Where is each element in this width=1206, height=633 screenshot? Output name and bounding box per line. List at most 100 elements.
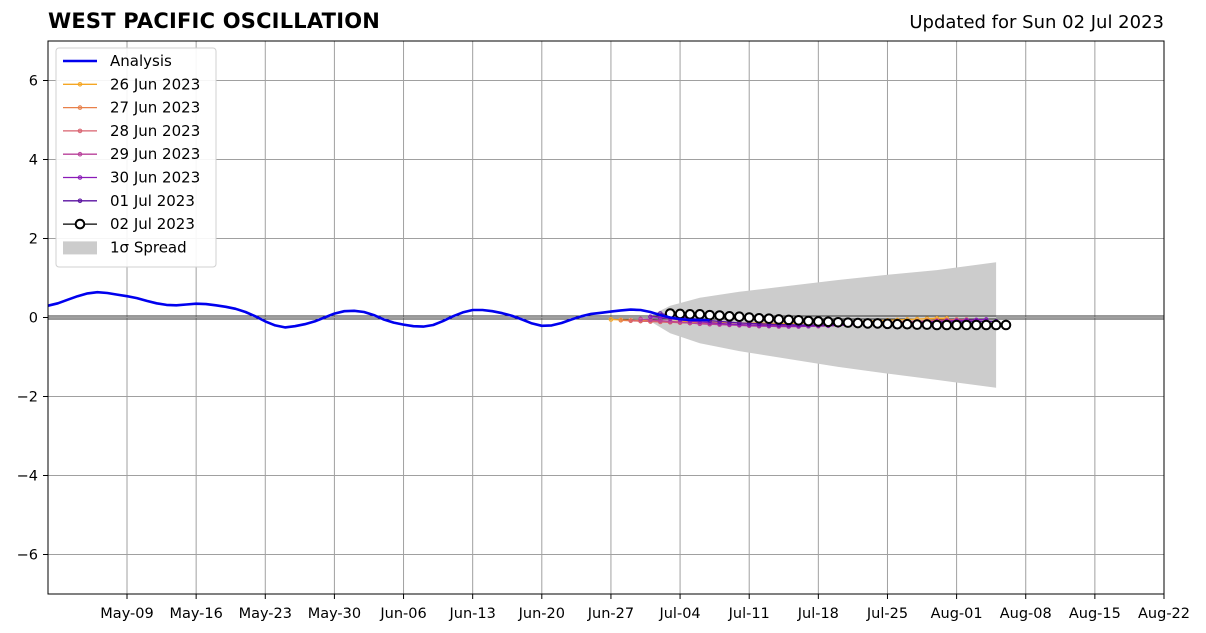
y-tick-label: 0 — [29, 311, 38, 327]
y-tick-label: −6 — [17, 548, 38, 564]
forecast-point — [743, 312, 755, 323]
forecast-point — [832, 316, 844, 328]
legend-entry: 01 Jul 2023 — [63, 192, 195, 210]
forecast-point — [911, 319, 923, 330]
legend-entry: 1σ Spread — [63, 238, 187, 256]
forecast-point — [803, 315, 814, 327]
analysis-layer — [47, 290, 710, 329]
x-tick-label: Aug-08 — [1000, 606, 1052, 622]
legend-swatch — [63, 241, 97, 255]
legend-label: 28 Jun 2023 — [110, 122, 200, 140]
forecast-point — [783, 314, 795, 326]
x-tick-label: Jul-11 — [728, 606, 770, 622]
x-tick-label: Jul-04 — [658, 606, 700, 622]
legend-marker — [77, 175, 83, 180]
forecast-point — [941, 319, 953, 331]
y-tick-label: 2 — [29, 232, 38, 248]
forecast-point — [704, 309, 715, 321]
x-tick-label: Aug-15 — [1069, 606, 1121, 622]
forecast-point — [872, 318, 883, 329]
y-tick-label: 4 — [29, 153, 38, 169]
legend-label: Analysis — [110, 52, 172, 70]
legend-marker — [77, 105, 83, 110]
forecast-layer — [608, 308, 1012, 331]
y-axis-ticks: −6 −4 −2 0 2 4 6 — [17, 74, 48, 564]
forecast-point — [734, 311, 745, 323]
forecast-point — [813, 316, 824, 327]
forecast-point — [931, 319, 943, 331]
legend-marker — [77, 198, 83, 204]
forecast-point — [724, 311, 735, 322]
forecast-series — [664, 308, 1012, 331]
forecast-point — [618, 317, 624, 323]
legend-entry: Analysis — [63, 52, 172, 70]
forecast-point — [1000, 319, 1012, 331]
legend-label: 30 Jun 2023 — [110, 169, 200, 187]
legend-entry: 27 Jun 2023 — [63, 99, 200, 117]
x-tick-label: May-30 — [308, 606, 361, 622]
forecast-point — [694, 309, 706, 320]
forecast-point — [608, 317, 614, 322]
forecast-point — [892, 318, 903, 330]
forecast-point — [648, 314, 653, 320]
forecast-point — [882, 318, 893, 330]
legend-marker — [77, 151, 83, 157]
x-tick-label: Jun-27 — [587, 606, 634, 622]
forecast-point — [971, 319, 982, 331]
forecast-point — [773, 314, 785, 325]
legend-entry: 26 Jun 2023 — [63, 75, 200, 93]
legend-items: Analysis 26 Jun 2023 27 Jun 2023 28 Jun 202… — [63, 52, 200, 256]
forecast-point — [951, 319, 962, 331]
legend-label: 29 Jun 2023 — [110, 145, 200, 163]
chart-subtitle: Updated for Sun 02 Jul 2023 — [909, 12, 1164, 33]
legend-label: 26 Jun 2023 — [110, 75, 200, 93]
forecast-point — [980, 319, 992, 331]
x-tick-label: Jul-25 — [866, 606, 908, 622]
forecast-point — [852, 317, 864, 329]
legend-marker — [77, 82, 83, 87]
legend-entry: 02 Jul 2023 — [63, 215, 195, 233]
forecast-point — [793, 314, 804, 326]
legend-marker — [77, 128, 83, 134]
legend-label: 02 Jul 2023 — [110, 215, 195, 233]
forecast-point — [901, 318, 913, 330]
x-tick-label: May-16 — [169, 606, 222, 622]
forecast-point — [921, 319, 933, 330]
forecast-point — [763, 313, 775, 324]
x-tick-label: Jun-06 — [379, 606, 426, 622]
y-tick-label: −2 — [17, 390, 38, 406]
forecast-point — [753, 312, 765, 324]
y-tick-label: 6 — [29, 74, 38, 90]
x-tick-label: Jun-13 — [449, 606, 496, 622]
forecast-point — [862, 318, 874, 329]
legend-entry: 29 Jun 2023 — [63, 145, 200, 163]
legend-label: 01 Jul 2023 — [110, 192, 195, 210]
x-tick-label: Aug-01 — [931, 606, 983, 622]
legend-label: 27 Jun 2023 — [110, 99, 200, 117]
forecast-point — [842, 317, 854, 328]
y-tick-label: −4 — [17, 469, 38, 485]
forecast-point — [638, 316, 643, 322]
x-tick-label: Jun-20 — [518, 606, 565, 622]
legend-entry: 28 Jun 2023 — [63, 122, 200, 140]
forecast-point — [822, 316, 834, 328]
x-tick-label: Jul-18 — [797, 606, 839, 622]
forecast-point — [990, 319, 1002, 331]
x-tick-label: Aug-22 — [1138, 606, 1190, 622]
x-tick-label: May-09 — [100, 606, 153, 622]
legend-marker — [74, 218, 86, 230]
forecast-point — [684, 309, 696, 320]
legend: Analysis 26 Jun 2023 27 Jun 2023 28 Jun 202… — [55, 47, 217, 268]
x-tick-label: May-23 — [239, 606, 292, 622]
forecast-point — [628, 318, 633, 323]
legend-box — [55, 47, 217, 268]
forecast-point — [674, 308, 686, 320]
x-axis-ticks: May-09 May-16 May-23 May-30 Jun-06 Jun-13 Jun-… — [100, 594, 1190, 622]
chart-title: WEST PACIFIC OSCILLATION — [48, 9, 381, 33]
analysis-line — [47, 290, 710, 329]
forecast-point — [714, 310, 725, 321]
legend-label: 1σ Spread — [110, 238, 187, 256]
legend-entry: 30 Jun 2023 — [63, 169, 200, 187]
forecast-point — [961, 319, 972, 331]
